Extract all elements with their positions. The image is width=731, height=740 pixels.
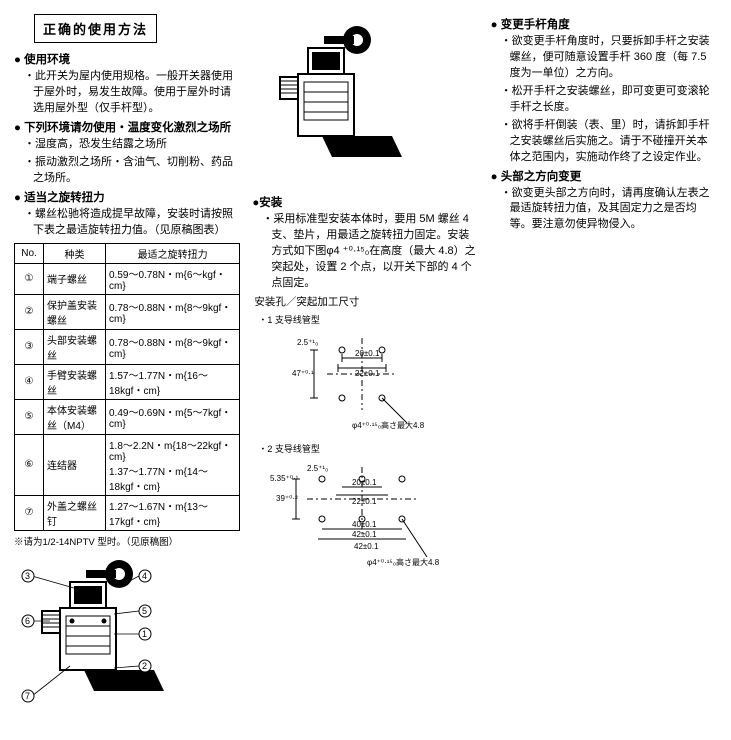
svg-text:φ4⁺⁰·¹⁵₀高さ最大4.8: φ4⁺⁰·¹⁵₀高さ最大4.8 [352, 420, 425, 430]
table-row: ③头部安装螺丝0.78～0.88N・m{8～9kgf・cm} [15, 329, 240, 364]
svg-text:40±0.1: 40±0.1 [352, 520, 377, 529]
svg-text:20±0.1: 20±0.1 [355, 349, 380, 358]
svg-text:6: 6 [25, 616, 30, 626]
double-conduit-label: ・2 支导线管型 [258, 442, 478, 455]
head-direction-p: ・欲变更头部之方向时，请再度确认左表之最适旋转扭力值，及其固定力之是否均等。要注… [501, 186, 717, 234]
svg-text:3: 3 [25, 571, 30, 581]
head-direction-head: ● 头部之方向变更 [491, 168, 717, 184]
table-row: ⑤本体安装螺丝（M4）0.49～0.69N・m{5～7kgf・cm} [15, 399, 240, 434]
lever-angle-p3: ・欲将手杆倒装（表、里）时，请拆卸手杆之安装螺丝后实施之。请于不碰撞开关本体之范… [501, 118, 717, 166]
svg-text:22±0.1: 22±0.1 [352, 497, 377, 506]
table-row: ④手臂安装螺丝1.57～1.77N・m{16～18kgf・cm} [15, 364, 240, 399]
usage-env-text: ・此开关为屋内使用规格。一般开关器使用于屋外时，易发生故障。使用于屋外时请选用屋… [24, 69, 240, 117]
switch-diagram: 3 6 7 4 5 1 2 [14, 556, 240, 726]
table-row: ⑦外盖之螺丝钉1.27～1.67N・m{13～17kgf・cm} [15, 495, 240, 530]
column-right: ● 变更手杆角度 ・欲变更手杆角度时，只要拆卸手杆之安装螺丝，便可随意设置手杆 … [491, 14, 717, 726]
table-footnote: ※请为1/2-14NPTV 型时。（见原稿图） [14, 534, 240, 548]
main-title: 正确的使用方法 [34, 14, 157, 43]
lever-angle-p2: ・松开手杆之安装螺丝，即可变更可变滚轮手杆之长度。 [501, 84, 717, 116]
install-head: ●安装 [252, 194, 478, 210]
svg-text:2: 2 [142, 661, 147, 671]
svg-text:42±0.1: 42±0.1 [352, 530, 377, 539]
column-left: 正确的使用方法 ● 使用环境 ・此开关为屋内使用规格。一般开关器使用于屋外时，易… [14, 14, 240, 726]
table-row: ⑥连结器1.8～2.2N・m{18～22kgf・cm} 1.37～1.77N・m… [15, 434, 240, 495]
svg-text:4: 4 [142, 571, 147, 581]
svg-text:1: 1 [142, 629, 147, 639]
column-middle: ●安装 ・采用标准型安装本体时，要用 5M 螺丝 4 支、垫片，用最适之旋转扭力… [252, 14, 478, 726]
svg-text:5.35⁺⁰·¹: 5.35⁺⁰·¹ [270, 474, 299, 483]
svg-text:39⁺⁰·²: 39⁺⁰·² [276, 494, 298, 503]
install-text: ・采用标准型安装本体时，要用 5M 螺丝 4 支、垫片，用最适之旋转扭力固定。安… [262, 212, 478, 292]
lever-angle-p1: ・欲变更手杆角度时，只要拆卸手杆之安装螺丝，便可随意设置手杆 360 度（每 7… [501, 34, 717, 82]
dimension-diagram-2: 2.5⁺¹₀ 5.35⁺⁰·¹ 20±0.1 22±0.1 40±0.1 42±… [252, 457, 478, 577]
switch-image-top [262, 22, 478, 192]
torque-head: ● 适当之旋转扭力 [14, 189, 240, 205]
table-row: ①端子螺丝0.59～0.78N・m{6～kgf・cm} [15, 263, 240, 294]
th-no: No. [15, 243, 44, 263]
table-row: ②保护盖安装螺丝0.78～0.88N・m{8～9kgf・cm} [15, 294, 240, 329]
svg-text:22±0.1: 22±0.1 [355, 369, 380, 378]
svg-text:20±0.1: 20±0.1 [352, 478, 377, 487]
single-conduit-label: ・1 支导线管型 [258, 313, 478, 326]
torque-text: ・螺丝松驰将造成提早故障，安装时请按照下表之最适旋转扭力值。（见原稿图表） [24, 207, 240, 239]
svg-text:φ4⁺⁰·¹⁵₀高さ最大4.8: φ4⁺⁰·¹⁵₀高さ最大4.8 [367, 557, 440, 567]
svg-text:2.5⁺¹₀: 2.5⁺¹₀ [307, 464, 328, 473]
prohibit-text2: ・振动激烈之场所・含油气、切削粉、药品之场所。 [24, 155, 240, 187]
prohibit-text1: ・湿度高，恐发生结露之场所 [24, 137, 240, 153]
prohibit-head: ● 下列环境请勿使用・温度变化激烈之场所 [14, 119, 240, 135]
svg-text:7: 7 [25, 691, 30, 701]
th-kind: 种类 [44, 243, 106, 263]
svg-text:2.5⁺¹₀: 2.5⁺¹₀ [297, 338, 318, 347]
lever-angle-head: ● 变更手杆角度 [491, 16, 717, 32]
svg-text:5: 5 [142, 606, 147, 616]
th-torque: 最适之旋转扭力 [106, 243, 240, 263]
svg-text:47⁺⁰·¹: 47⁺⁰·¹ [292, 369, 314, 378]
dimension-diagram-1: 2.5⁺¹₀ 20±0.1 22±0.1 47⁺⁰·¹ φ4⁺⁰·¹⁵₀高さ最大… [252, 328, 478, 438]
svg-text:42±0.1: 42±0.1 [354, 542, 379, 551]
hole-spec-title: 安装孔／突起加工尺寸 [254, 294, 478, 309]
torque-table: No. 种类 最适之旋转扭力 ①端子螺丝0.59～0.78N・m{6～kgf・c… [14, 243, 240, 531]
usage-env-head: ● 使用环境 [14, 51, 240, 67]
